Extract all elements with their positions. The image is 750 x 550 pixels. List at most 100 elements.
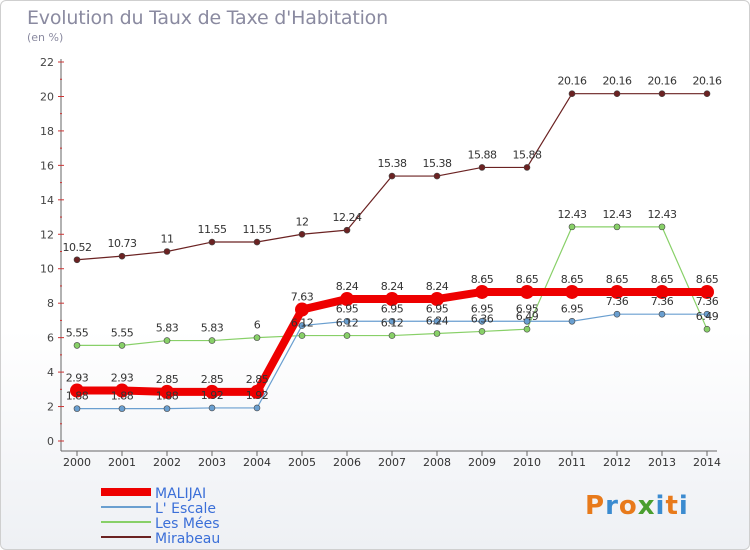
- data-label: 7.63: [291, 291, 314, 304]
- data-label: 6.12: [381, 317, 404, 330]
- data-label: 1.88: [111, 390, 134, 403]
- legend-label: MALIJAI: [155, 486, 206, 502]
- chart-subtitle: (en %): [27, 31, 64, 44]
- data-label: 2.93: [111, 372, 134, 385]
- data-label: 12.43: [558, 208, 587, 221]
- data-point: [658, 310, 666, 318]
- data-point: [523, 325, 531, 333]
- data-label: 12.24: [333, 211, 362, 224]
- data-point: [565, 284, 579, 299]
- data-label: 8.65: [471, 273, 494, 286]
- data-label: 6.49: [516, 310, 539, 323]
- data-point: [478, 317, 486, 325]
- data-point: [568, 317, 576, 325]
- logo-letter: i: [655, 491, 666, 521]
- data-label: 5.55: [66, 326, 89, 339]
- data-point: [568, 223, 576, 231]
- data-label: 6.95: [561, 302, 584, 315]
- data-point: [73, 405, 81, 412]
- x-tick-label: 2008: [423, 456, 451, 469]
- y-tick-label: 2: [47, 401, 54, 414]
- data-label: 15.38: [423, 157, 452, 170]
- data-label: 6.24: [426, 315, 449, 328]
- data-label: 6.95: [336, 302, 359, 315]
- logo-letter: t: [665, 491, 679, 521]
- chart-title: Evolution du Taux de Taxe d'Habitation: [27, 7, 388, 29]
- data-point: [568, 90, 576, 97]
- data-label: 2.93: [66, 372, 89, 385]
- data-point: [388, 332, 396, 339]
- data-label: 7.36: [606, 295, 629, 308]
- data-point: [298, 322, 306, 329]
- data-label: 1.92: [201, 389, 224, 402]
- data-point: [613, 223, 621, 231]
- data-label: 8.65: [561, 273, 584, 286]
- x-tick-label: 2002: [153, 456, 181, 469]
- data-label: 6.49: [696, 310, 719, 323]
- proxiti-logo: Proxiti: [585, 491, 689, 521]
- data-point: [253, 404, 261, 412]
- data-label: 6.95: [516, 302, 539, 315]
- data-point: [118, 252, 126, 260]
- data-point: [478, 328, 486, 335]
- y-tick-label: 4: [47, 366, 54, 379]
- data-point: [475, 284, 489, 299]
- data-label: 12: [296, 215, 309, 228]
- data-label: 1.92: [246, 389, 269, 402]
- data-label: 11.55: [198, 223, 227, 236]
- data-label: 7.36: [651, 295, 674, 308]
- data-label: 8.65: [696, 273, 719, 286]
- data-point: [163, 405, 171, 412]
- data-point: [253, 334, 261, 341]
- data-point: [250, 384, 264, 399]
- x-tick-label: 2013: [648, 456, 676, 469]
- legend-label: Mirabeau: [155, 531, 220, 547]
- data-point: [478, 164, 486, 171]
- data-label: 8.24: [381, 280, 404, 293]
- data-point: [613, 90, 621, 97]
- data-point: [523, 164, 531, 171]
- x-tick-label: 2014: [693, 456, 721, 469]
- data-point: [343, 226, 351, 234]
- data-point: [70, 383, 84, 398]
- data-point: [253, 238, 261, 246]
- data-label: 5.83: [201, 322, 224, 335]
- data-point: [523, 317, 531, 325]
- data-point: [433, 330, 441, 337]
- logo-letter: o: [618, 491, 638, 521]
- data-point: [73, 342, 81, 349]
- x-tick-label: 2010: [513, 456, 541, 469]
- logo-letter: i: [678, 491, 689, 521]
- data-point: [343, 332, 351, 339]
- data-point: [208, 337, 216, 344]
- data-label: 2.85: [156, 373, 179, 386]
- data-point: [613, 310, 621, 318]
- x-tick-label: 2011: [558, 456, 586, 469]
- data-point: [160, 384, 174, 399]
- data-point: [205, 384, 219, 399]
- x-tick-label: 2009: [468, 456, 496, 469]
- x-tick-label: 2003: [198, 456, 226, 469]
- data-point: [298, 230, 306, 238]
- y-tick-label: 20: [40, 90, 54, 103]
- data-label: 20.16: [648, 75, 677, 88]
- x-tick-label: 2001: [108, 456, 136, 469]
- data-point: [295, 302, 309, 317]
- data-label: 20.16: [558, 75, 587, 88]
- data-point: [343, 317, 351, 325]
- data-point: [163, 248, 171, 255]
- data-point: [73, 256, 81, 264]
- data-point: [115, 383, 129, 398]
- data-point: [163, 337, 171, 344]
- data-label: 11: [161, 233, 174, 246]
- data-point: [433, 172, 441, 180]
- legend-label: L' Escale: [155, 501, 216, 517]
- y-tick-label: 18: [40, 125, 54, 138]
- data-point: [703, 325, 711, 333]
- data-label: 8.65: [606, 273, 629, 286]
- data-label: 6.95: [426, 302, 449, 315]
- data-label: 20.16: [693, 75, 722, 88]
- data-label: 10.52: [63, 241, 92, 254]
- data-point: [208, 238, 216, 246]
- data-label: 15.88: [468, 148, 497, 161]
